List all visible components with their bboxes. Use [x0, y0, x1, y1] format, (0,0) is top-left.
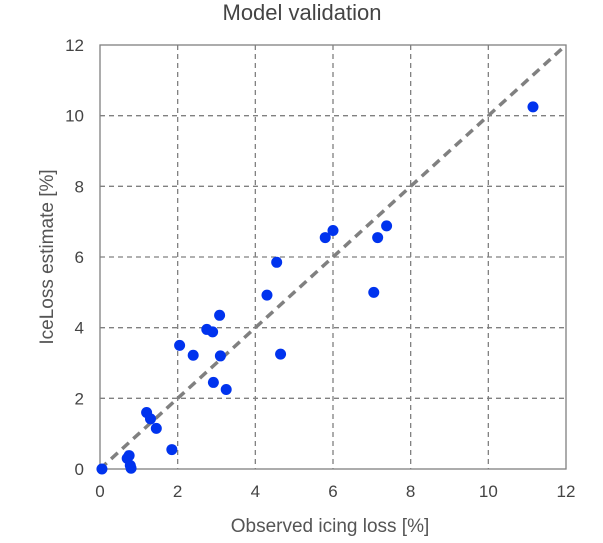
- data-point: [214, 350, 226, 362]
- data-point: [327, 225, 339, 236]
- data-point: [207, 376, 219, 388]
- one-to-one-reference-line: [98, 43, 568, 471]
- data-point: [187, 349, 199, 361]
- y-tick-label: 12: [65, 36, 84, 55]
- data-point: [220, 384, 232, 395]
- plot-area-frame: [99, 44, 567, 470]
- y-axis-title: IceLoss estimate [%]: [37, 169, 58, 344]
- data-point: [207, 326, 219, 338]
- data-point: [125, 462, 137, 474]
- data-point: [144, 413, 156, 425]
- data-point: [261, 289, 273, 301]
- x-tick-label: 6: [328, 482, 337, 501]
- data-point: [214, 309, 226, 321]
- data-point: [368, 286, 380, 298]
- data-point: [96, 463, 108, 475]
- x-tick-label: 0: [95, 482, 104, 501]
- data-point: [123, 450, 135, 462]
- data-point: [372, 232, 384, 244]
- y-tick-label: 4: [75, 319, 84, 338]
- data-point: [381, 220, 393, 232]
- data-point: [275, 348, 287, 360]
- y-tick-label: 10: [65, 107, 84, 126]
- y-tick-label: 8: [75, 177, 84, 196]
- y-tick-label: 2: [75, 389, 84, 408]
- data-points: [96, 101, 539, 475]
- x-tick-label: 2: [173, 482, 182, 501]
- data-point: [271, 256, 283, 268]
- data-point: [527, 101, 539, 113]
- x-tick-label: 8: [406, 482, 415, 501]
- data-point: [150, 422, 162, 434]
- y-tick-label: 6: [75, 248, 84, 267]
- data-point: [319, 232, 331, 244]
- y-tick-labels: 0 2 4 6 8 10 12: [65, 36, 84, 479]
- chart-title: Model validation: [223, 0, 382, 25]
- y-tick-label: 0: [75, 460, 84, 479]
- x-axis-title: Observed icing loss [%]: [231, 516, 430, 537]
- data-point: [174, 339, 186, 351]
- data-point: [166, 444, 178, 456]
- x-tick-labels: 0 2 4 6 8 10 12: [95, 482, 575, 501]
- x-tick-label: 10: [479, 482, 498, 501]
- x-tick-label: 4: [251, 482, 260, 501]
- x-tick-label: 12: [557, 482, 576, 501]
